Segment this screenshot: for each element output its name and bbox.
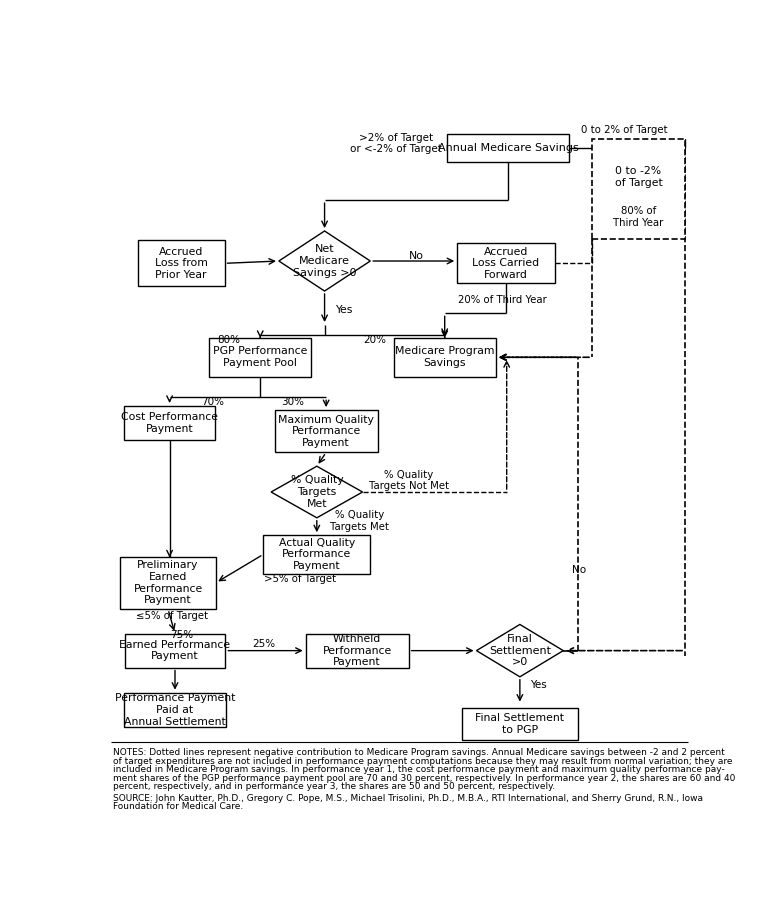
Bar [264, 535, 370, 574]
Text: Actual Quality
Performance
Payment: Actual Quality Performance Payment [278, 537, 355, 571]
Text: % Quality
Targets
Met: % Quality Targets Met [290, 476, 343, 508]
Bar [275, 410, 378, 453]
Bar [306, 634, 409, 668]
Text: Maximum Quality
Performance
Payment: Maximum Quality Performance Payment [278, 415, 374, 448]
Text: 30%: 30% [282, 397, 304, 407]
Text: Cost Performance
Payment: Cost Performance Payment [121, 412, 218, 434]
Text: percent, respectively, and in performance year 3, the shares are 50 and 50 perce: percent, respectively, and in performanc… [113, 783, 555, 792]
Text: 20% of Third Year: 20% of Third Year [458, 295, 547, 305]
Bar [457, 243, 555, 283]
Text: Final Settlement
to PGP: Final Settlement to PGP [475, 713, 565, 734]
Text: Earned Performance
Payment: Earned Performance Payment [119, 640, 231, 661]
Text: >2% of Target: >2% of Target [359, 133, 433, 143]
Text: 0 to -2%
of Target: 0 to -2% of Target [615, 167, 662, 188]
Text: Yes: Yes [335, 304, 353, 314]
Polygon shape [279, 231, 370, 291]
Text: 0 to 2% of Target: 0 to 2% of Target [581, 125, 668, 135]
Bar [124, 692, 226, 727]
Text: ment shares of the PGP performance payment pool are 70 and 30 percent, respectiv: ment shares of the PGP performance payme… [113, 773, 736, 783]
Text: % Quality
Targets Met: % Quality Targets Met [330, 510, 389, 532]
Text: Withheld
Performance
Payment: Withheld Performance Payment [322, 634, 392, 667]
Text: 20%: 20% [363, 334, 386, 344]
Bar [120, 557, 216, 609]
Bar [447, 134, 569, 161]
Text: Medicare Program
Savings: Medicare Program Savings [395, 346, 495, 368]
Text: Final
Settlement
>0: Final Settlement >0 [489, 634, 551, 667]
Bar [124, 405, 215, 440]
Text: PGP Performance
Payment Pool: PGP Performance Payment Pool [213, 346, 307, 368]
Text: SOURCE: John Kautter, Ph.D., Gregory C. Pope, M.S., Michael Trisolini, Ph.D., M.: SOURCE: John Kautter, Ph.D., Gregory C. … [113, 793, 703, 803]
Bar [138, 241, 225, 286]
Text: Preliminary
Earned
Performance
Payment: Preliminary Earned Performance Payment [133, 560, 203, 605]
Text: Yes: Yes [530, 681, 547, 691]
Text: No: No [572, 565, 586, 575]
Text: Accrued
Loss from
Prior Year: Accrued Loss from Prior Year [154, 247, 207, 280]
Bar [592, 138, 685, 239]
Text: 70%: 70% [200, 397, 224, 407]
Text: 25%: 25% [253, 639, 275, 649]
Polygon shape [271, 466, 363, 517]
Text: or <-2% of Target: or <-2% of Target [350, 144, 441, 154]
Text: % Quality
Targets Not Met: % Quality Targets Not Met [369, 470, 448, 491]
Bar [462, 708, 578, 740]
Polygon shape [477, 624, 563, 677]
Text: of target expenditures are not included in performance payment computations beca: of target expenditures are not included … [113, 757, 732, 766]
Text: included in Medicare Program savings. In performance year 1, the cost performanc: included in Medicare Program savings. In… [113, 765, 725, 774]
Text: NOTES: Dotted lines represent negative contribution to Medicare Program savings.: NOTES: Dotted lines represent negative c… [113, 749, 725, 757]
Text: Performance Payment
Paid at
Annual Settlement: Performance Payment Paid at Annual Settl… [115, 693, 236, 726]
Text: Net
Medicare
Savings >0: Net Medicare Savings >0 [292, 244, 356, 278]
Bar [394, 338, 496, 376]
Text: ≤5% of Target: ≤5% of Target [136, 611, 208, 621]
Text: No: No [410, 251, 424, 261]
Text: 80%: 80% [218, 334, 241, 344]
Text: 75%: 75% [169, 630, 193, 640]
Text: 80% of
Third Year: 80% of Third Year [613, 206, 664, 228]
Text: Accrued
Loss Carried
Forward: Accrued Loss Carried Forward [473, 247, 540, 280]
Text: >5% of Target: >5% of Target [264, 574, 336, 584]
Text: Annual Medicare Savings: Annual Medicare Savings [438, 143, 579, 153]
Text: Foundation for Medical Care.: Foundation for Medical Care. [113, 803, 243, 812]
Bar [209, 338, 311, 376]
Bar [125, 634, 225, 668]
